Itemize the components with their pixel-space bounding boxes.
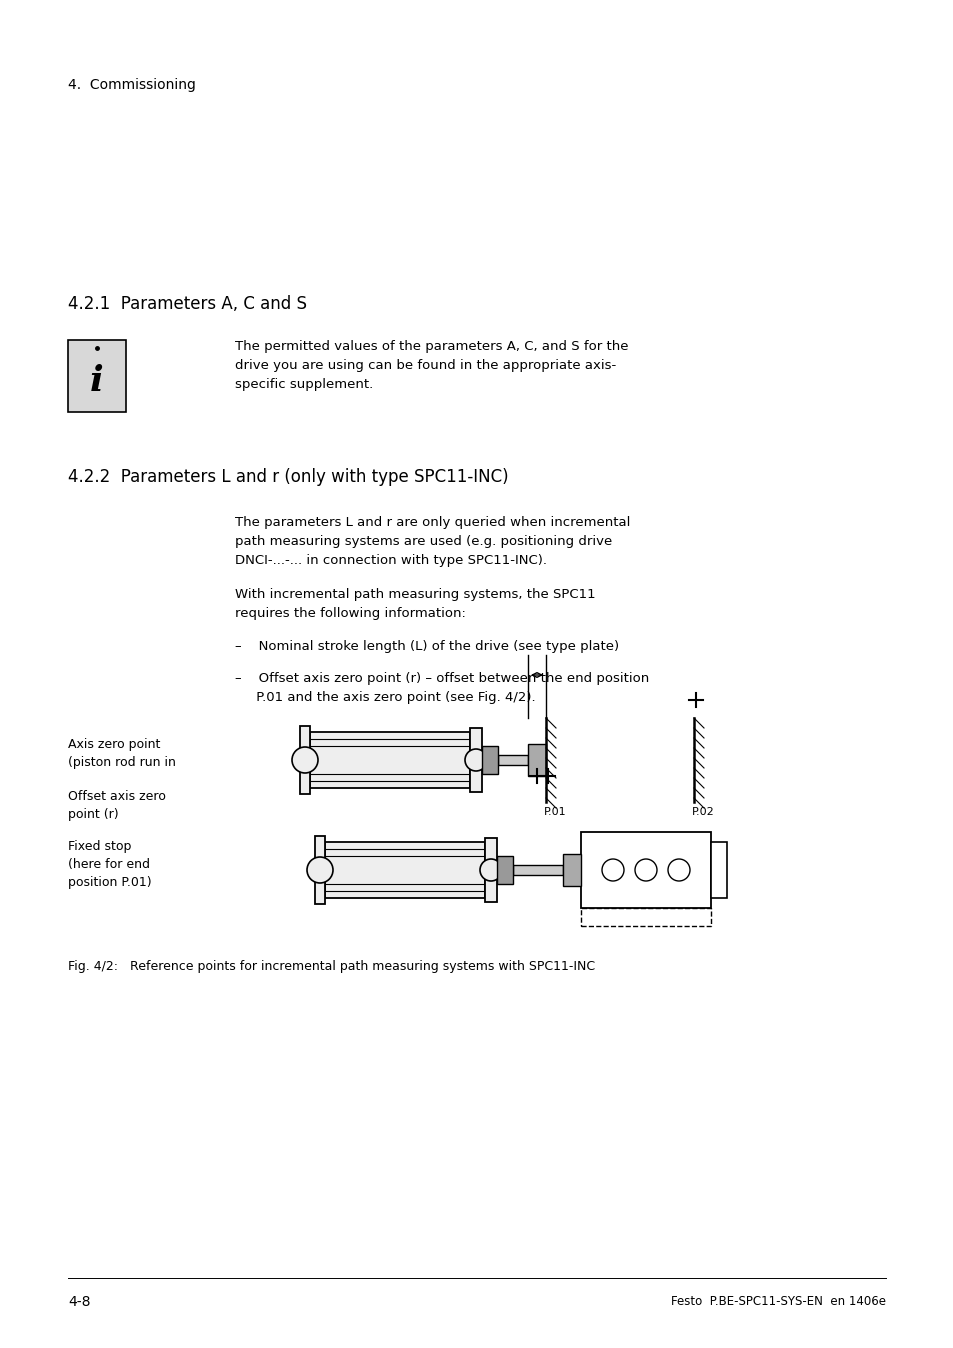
Bar xyxy=(580,909,710,926)
Circle shape xyxy=(479,859,501,882)
Text: P.02: P.02 xyxy=(691,807,714,817)
Bar xyxy=(68,340,126,412)
Text: P.01: P.01 xyxy=(543,807,566,817)
Bar xyxy=(580,832,710,909)
Circle shape xyxy=(635,859,657,882)
Text: 4.  Commissioning: 4. Commissioning xyxy=(68,78,195,92)
Bar xyxy=(299,727,310,794)
Circle shape xyxy=(667,859,689,882)
Bar xyxy=(710,842,726,898)
Text: Offset axis zero
point (r): Offset axis zero point (r) xyxy=(68,790,166,821)
Text: Festo  P.BE-SPC11-SYS-EN  en 1406e: Festo P.BE-SPC11-SYS-EN en 1406e xyxy=(670,1295,885,1308)
Bar xyxy=(513,865,562,875)
Bar xyxy=(68,340,126,412)
Text: With incremental path measuring systems, the SPC11
requires the following inform: With incremental path measuring systems,… xyxy=(234,588,595,620)
Bar xyxy=(497,856,513,884)
Text: The parameters L and r are only queried when incremental
path measuring systems : The parameters L and r are only queried … xyxy=(234,516,630,568)
Bar xyxy=(310,732,470,789)
Text: –    Nominal stroke length (L) of the drive (see type plate): – Nominal stroke length (L) of the drive… xyxy=(234,640,618,652)
Bar xyxy=(325,842,484,898)
Text: 4.2.2  Parameters L and r (only with type SPC11-INC): 4.2.2 Parameters L and r (only with type… xyxy=(68,468,508,487)
Text: Fixed stop
(here for end
position P.01): Fixed stop (here for end position P.01) xyxy=(68,840,152,888)
Bar xyxy=(314,836,325,905)
Text: 4.2.1  Parameters A, C and S: 4.2.1 Parameters A, C and S xyxy=(68,295,307,313)
Bar xyxy=(484,838,497,902)
Circle shape xyxy=(464,749,486,771)
Circle shape xyxy=(292,747,317,772)
Circle shape xyxy=(307,857,333,883)
Bar xyxy=(527,744,545,776)
Text: Axis zero point
(piston rod run in: Axis zero point (piston rod run in xyxy=(68,737,175,768)
Text: 4-8: 4-8 xyxy=(68,1295,91,1309)
Circle shape xyxy=(601,859,623,882)
Bar xyxy=(470,728,481,793)
Bar xyxy=(481,745,497,774)
Text: Fig. 4/2:   Reference points for incremental path measuring systems with SPC11-I: Fig. 4/2: Reference points for increment… xyxy=(68,960,595,973)
Text: –    Offset axis zero point (r) – offset between the end position
     P.01 and : – Offset axis zero point (r) – offset be… xyxy=(234,673,649,704)
Text: i: i xyxy=(90,364,104,398)
Text: The permitted values of the parameters A, C, and S for the
drive you are using c: The permitted values of the parameters A… xyxy=(234,340,628,391)
Bar xyxy=(562,855,580,886)
Bar xyxy=(497,755,527,766)
